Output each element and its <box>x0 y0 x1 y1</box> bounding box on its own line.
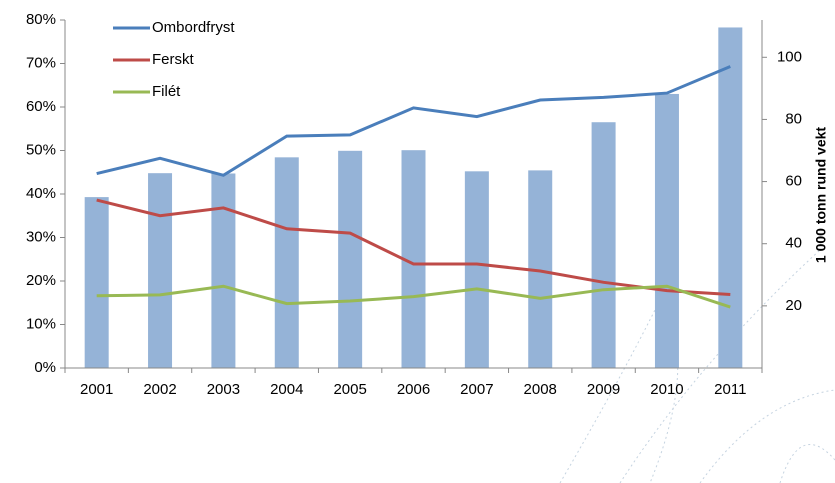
background-decoration <box>559 249 835 483</box>
x-tick-label: 2006 <box>397 381 430 398</box>
legend-label: Ferskt <box>152 51 195 68</box>
y2-tick-label: 80 <box>785 110 802 127</box>
x-tick-label: 2001 <box>80 381 113 398</box>
bar <box>148 173 173 368</box>
x-tick-label: 2009 <box>587 381 620 398</box>
bar <box>84 197 109 368</box>
y-tick-label: 30% <box>26 228 56 245</box>
line-series <box>96 284 731 309</box>
line-series <box>96 65 731 177</box>
bar <box>274 157 299 368</box>
y-tick-label: 50% <box>26 141 56 158</box>
y2-axis-title: 1 000 tonn rund vekt <box>813 127 829 263</box>
x-tick-label: 2002 <box>143 381 176 398</box>
bar <box>338 150 363 368</box>
y2-tick-label: 100 <box>777 48 802 65</box>
y2-tick-label: 20 <box>785 297 802 314</box>
line-series <box>96 198 731 296</box>
y-tick-label: 60% <box>26 98 56 115</box>
y-tick-label: 0% <box>34 359 56 376</box>
y-tick-label: 10% <box>26 315 56 332</box>
y2-tick-label: 40 <box>785 235 802 252</box>
bar <box>591 122 616 368</box>
bar <box>718 27 743 368</box>
x-tick-label: 2005 <box>333 381 366 398</box>
x-tick-label: 2007 <box>460 381 493 398</box>
x-tick-label: 2011 <box>714 381 746 398</box>
bar <box>464 171 489 368</box>
x-tick-label: 2010 <box>650 381 683 398</box>
bar <box>654 93 679 368</box>
y2-tick-label: 60 <box>785 173 802 190</box>
legend-label: Ombordfryst <box>152 19 235 36</box>
x-tick-label: 2008 <box>524 381 557 398</box>
y-tick-label: 40% <box>26 185 56 202</box>
y-tick-label: 20% <box>26 272 56 289</box>
x-tick-label: 2004 <box>270 381 303 398</box>
y-tick-label: 80% <box>26 11 56 28</box>
y-tick-label: 70% <box>26 54 56 71</box>
bar <box>211 173 236 368</box>
x-tick-label: 2003 <box>207 381 240 398</box>
legend-label: Filét <box>152 83 181 100</box>
